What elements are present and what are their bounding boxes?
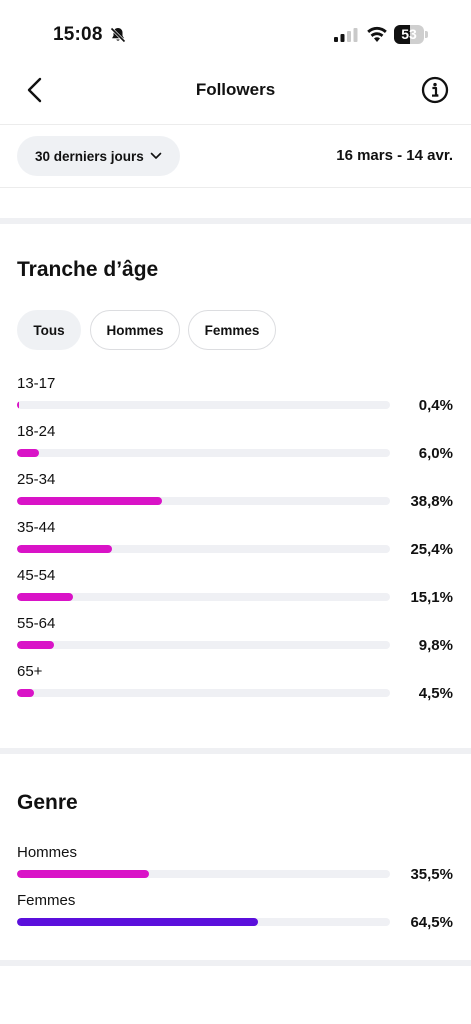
bar-track xyxy=(17,497,390,505)
bar-track xyxy=(17,593,390,601)
section-separator xyxy=(0,748,471,754)
percentage-value: 25,4% xyxy=(410,541,453,558)
age-range-label: 18-24 xyxy=(17,423,56,440)
percentage-value: 38,8% xyxy=(410,493,453,510)
age-row-35-44: 35-44 25,4% xyxy=(0,519,471,567)
divider xyxy=(0,187,471,188)
percentage-value: 35,5% xyxy=(410,866,453,883)
battery-percent: 53 xyxy=(401,26,417,42)
gender-label: Femmes xyxy=(17,892,76,909)
gender-row-men: Hommes 35,5% xyxy=(0,844,471,892)
filter-men-label: Hommes xyxy=(106,322,164,338)
chevron-down-icon xyxy=(150,152,162,159)
bar-track xyxy=(17,545,390,553)
gender-row-women: Femmes 64,5% xyxy=(0,892,471,940)
age-range-label: 35-44 xyxy=(17,519,56,536)
page-title: Followers xyxy=(195,80,276,99)
bar-fill xyxy=(17,497,162,505)
nav-bar: Followers xyxy=(0,64,471,120)
date-range: 16 mars - 14 avr. xyxy=(336,147,453,164)
bar-fill xyxy=(17,545,112,553)
age-row-55-64: 55-64 9,8% xyxy=(0,615,471,663)
bar-track xyxy=(17,870,390,878)
age-row-25-34: 25-34 38,8% xyxy=(0,471,471,519)
chevron-left-icon[interactable] xyxy=(22,74,50,106)
filter-all-label: Tous xyxy=(33,322,65,338)
age-range-label: 55-64 xyxy=(17,615,56,632)
bar-fill xyxy=(17,449,39,457)
percentage-value: 4,5% xyxy=(418,685,453,702)
age-section-title: Tranche d’âge xyxy=(17,258,159,281)
bar-track xyxy=(17,689,390,697)
percentage-value: 15,1% xyxy=(410,589,453,606)
age-range-label: 65+ xyxy=(17,663,43,680)
filter-men-chip[interactable]: Hommes xyxy=(90,310,180,350)
bar-track xyxy=(17,449,390,457)
wifi-icon xyxy=(367,26,387,42)
age-row-18-24: 18-24 6,0% xyxy=(0,423,471,471)
info-circle-icon[interactable] xyxy=(420,75,450,105)
age-range-label: 25-34 xyxy=(17,471,56,488)
period-dropdown[interactable]: 30 derniers jours xyxy=(17,136,180,176)
percentage-value: 9,8% xyxy=(418,637,453,654)
bar-fill xyxy=(17,401,19,409)
age-row-45-54: 45-54 15,1% xyxy=(0,567,471,615)
percentage-value: 6,0% xyxy=(418,445,453,462)
bar-fill xyxy=(17,870,149,878)
percentage-value: 0,4% xyxy=(418,397,453,414)
battery-icon: 53 xyxy=(394,25,430,44)
bar-fill xyxy=(17,641,54,649)
filter-women-label: Femmes xyxy=(204,322,260,338)
section-separator xyxy=(0,960,471,966)
bar-fill xyxy=(17,593,73,601)
status-bar: 15:08 53 xyxy=(0,0,471,70)
filter-all-chip[interactable]: Tous xyxy=(17,310,81,350)
bar-track xyxy=(17,918,390,926)
filter-women-chip[interactable]: Femmes xyxy=(188,310,276,350)
age-range-label: 45-54 xyxy=(17,567,56,584)
divider xyxy=(0,124,471,125)
percentage-value: 64,5% xyxy=(410,914,453,931)
bar-fill xyxy=(17,689,34,697)
bar-track xyxy=(17,641,390,649)
bar-track xyxy=(17,401,390,409)
period-label: 30 derniers jours xyxy=(35,148,144,164)
gender-label: Hommes xyxy=(17,844,78,861)
battery-level xyxy=(394,25,410,44)
signal-icon xyxy=(334,28,358,42)
gender-section-title: Genre xyxy=(17,791,78,814)
age-row-13-17: 13-17 0,4% xyxy=(0,375,471,423)
bell-slash-icon xyxy=(110,27,126,43)
status-time: 15:08 xyxy=(53,24,103,45)
age-range-label: 13-17 xyxy=(17,375,56,392)
bar-fill xyxy=(17,918,258,926)
section-separator xyxy=(0,218,471,224)
age-row-65-plus: 65+ 4,5% xyxy=(0,663,471,711)
